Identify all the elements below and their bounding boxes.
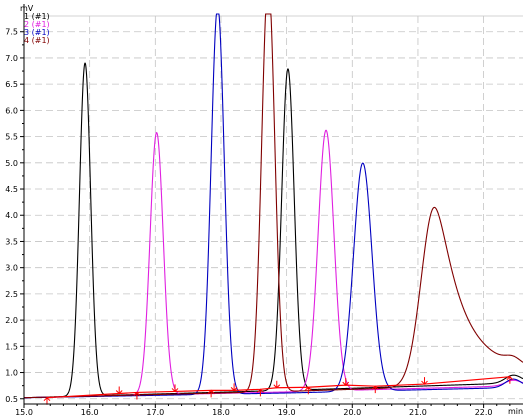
axes xyxy=(23,4,523,405)
y-axis-label: mV xyxy=(20,4,34,13)
baseline-marker-4 xyxy=(207,389,215,398)
y-tick-label-2: 1.5 xyxy=(5,342,18,351)
x-tick-label-6: 21.0 xyxy=(409,408,427,417)
y-tick-label-11: 6.0 xyxy=(5,106,18,115)
x-tick-label-4: 19.0 xyxy=(278,408,296,417)
legend-entry-4: 4 (#1) xyxy=(24,36,50,45)
baseline-marker-11 xyxy=(421,377,428,385)
y-tick-label-10: 5.5 xyxy=(5,133,18,142)
legend-entry-3: 3 (#1) xyxy=(24,28,50,37)
y-tick-label-3: 2.0 xyxy=(5,316,18,325)
baseline-marker-9 xyxy=(342,378,350,386)
baseline-marker-2 xyxy=(133,391,141,400)
y-tick-label-9: 5.0 xyxy=(5,159,18,168)
x-tick-label-7: 22.0 xyxy=(475,408,493,417)
series-layer xyxy=(23,13,523,399)
legend: 1 (#1) 2 (#1) 3 (#1) 4 (#1) xyxy=(24,12,50,45)
series-line-3 xyxy=(23,13,523,399)
y-tick-label-1: 1.0 xyxy=(5,369,18,378)
y-tick-label-13: 7.0 xyxy=(5,54,18,63)
y-tick-label-0: 0.5 xyxy=(5,395,18,404)
series-line-2 xyxy=(23,129,523,399)
baseline-marker-3 xyxy=(171,384,179,393)
y-axis-ticks: 0.5 1.0 1.5 2.0 2.5 3.0 3.5 4.0 4.5 5.0 5.5 6.0 6.5 7… xyxy=(5,28,24,404)
x-tick-label-3: 18.0 xyxy=(212,408,230,417)
series-line-1 xyxy=(23,62,523,399)
legend-entry-2: 2 (#1) xyxy=(24,20,50,29)
x-tick-label-5: 20.0 xyxy=(343,408,361,417)
y-tick-label-6: 3.5 xyxy=(5,237,18,246)
y-tick-label-14: 7.5 xyxy=(5,28,18,37)
x-tick-label-0: 15.0 xyxy=(15,408,33,417)
integration-baseline-layer xyxy=(43,376,514,405)
baseline-marker-12 xyxy=(506,376,514,384)
baseline-marker-1 xyxy=(115,386,123,395)
y-tick-label-12: 6.5 xyxy=(5,80,18,89)
series-line-4 xyxy=(23,13,523,399)
x-tick-label-1: 16.0 xyxy=(81,408,99,417)
y-tick-label-5: 3.0 xyxy=(5,264,18,273)
baseline-marker-6 xyxy=(257,388,264,397)
baseline-marker-10 xyxy=(371,385,379,394)
integration-baseline xyxy=(46,376,510,399)
x-axis-label: min xyxy=(508,407,523,416)
legend-entry-1: 1 (#1) xyxy=(24,12,50,21)
x-tick-label-2: 17.0 xyxy=(146,408,164,417)
y-tick-label-4: 2.5 xyxy=(5,290,18,299)
baseline-marker-7 xyxy=(273,380,281,389)
baseline-marker-8 xyxy=(304,386,312,395)
y-tick-label-8: 4.5 xyxy=(5,185,18,194)
y-tick-label-7: 4.0 xyxy=(5,211,18,220)
x-axis-ticks: 15.0 16.0 17.0 18.0 19.0 20.0 21.0 22.0 xyxy=(15,404,511,417)
baseline-marker-5 xyxy=(230,383,238,392)
